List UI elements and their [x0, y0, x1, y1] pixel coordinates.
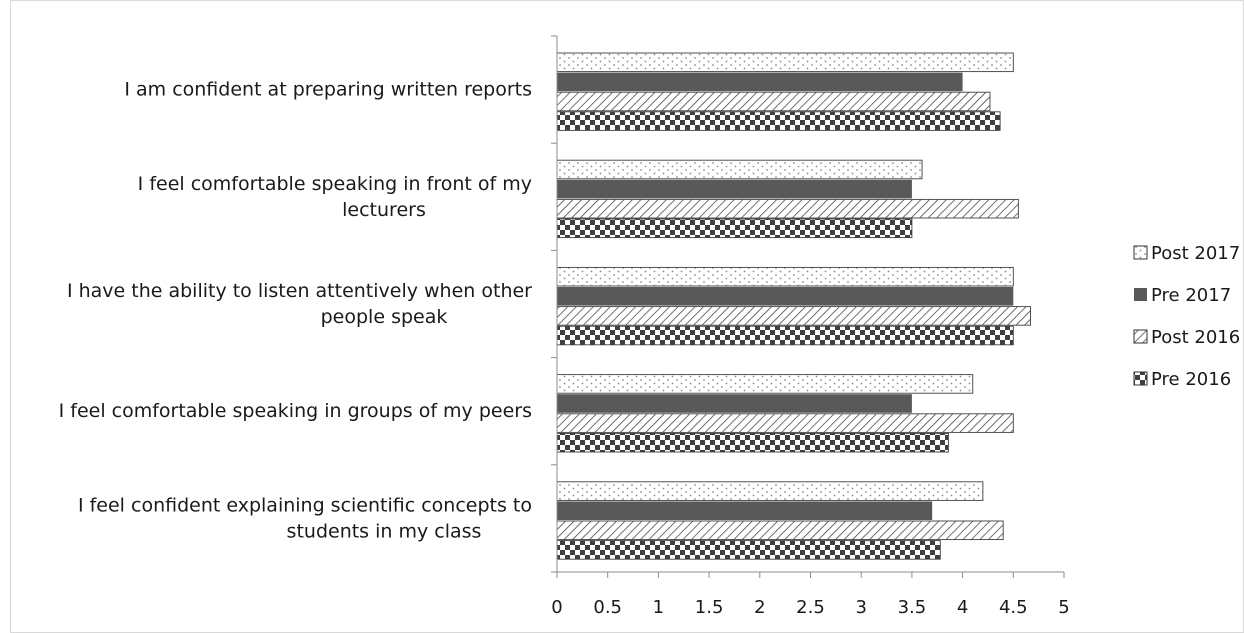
- x-tick-label: 2.5: [796, 597, 825, 618]
- bar-post-2016-2: [556, 198, 1019, 219]
- bar-pre-2016-2: [556, 218, 913, 239]
- bar-post-2017-1: [556, 52, 1014, 73]
- category-label-2: lecturers: [342, 199, 426, 221]
- legend-label-post-2017: Post 2017: [1151, 243, 1240, 264]
- bar-post-2016-1: [556, 91, 991, 112]
- bar-post-2016-4: [556, 413, 1014, 433]
- x-tick-label: 2: [754, 597, 765, 618]
- bar-post-2016-3: [556, 306, 1031, 326]
- labels-layer: 0 0.5 1 1.5 2 2.5 3 3.5 4 4.5 5 I am confident at p…: [59, 79, 1070, 618]
- bar-pre-2016-3: [556, 325, 1014, 346]
- legend-swatch-pre-2017: [1134, 288, 1147, 301]
- x-tick-label: 0: [551, 597, 562, 618]
- category-label-1: I am confident at preparing written repo…: [124, 79, 532, 101]
- bar-pre-2016-1: [556, 111, 1001, 131]
- category-label-2: I feel comfortable speaking in front of …: [138, 173, 532, 195]
- x-tick-label: 4: [957, 597, 968, 618]
- category-label-3: people speak: [321, 306, 448, 328]
- category-label-3: I have the ability to listen attentively…: [67, 280, 532, 302]
- x-tick-label: 3.5: [898, 597, 927, 618]
- bar-pre-2017-1: [557, 72, 963, 92]
- x-tick-label: 3: [855, 597, 866, 618]
- axes-layer: [551, 35, 1065, 578]
- x-tick-label: 0.5: [593, 597, 622, 618]
- legend-swatch-post-2017: [1133, 245, 1148, 260]
- category-label-5: I feel confident explaining scientific c…: [78, 494, 532, 516]
- x-tick-label: 1.5: [695, 597, 724, 618]
- bars-layer: [556, 52, 1031, 560]
- bar-post-2017-2: [556, 159, 923, 180]
- bar-pre-2016-5: [556, 540, 941, 560]
- legend: Post 2017 Pre 2017 Post 2016 Pre 2016: [1133, 243, 1240, 390]
- x-tick-label: 5: [1058, 597, 1069, 618]
- legend-label-pre-2017: Pre 2017: [1151, 285, 1231, 306]
- bar-post-2016-5: [556, 520, 1004, 541]
- category-label-4: I feel comfortable speaking in groups of…: [59, 400, 532, 422]
- bar-pre-2017-2: [557, 179, 912, 199]
- bar-pre-2017-3: [557, 287, 1014, 306]
- x-tick-label: 4.5: [999, 597, 1028, 618]
- bar-post-2017-4: [556, 374, 974, 394]
- bar-pre-2016-4: [556, 432, 949, 453]
- bar-pre-2017-5: [557, 501, 933, 520]
- legend-swatch-pre-2016: [1133, 371, 1148, 386]
- x-tick-label: 1: [653, 597, 664, 618]
- legend-label-post-2016: Post 2016: [1151, 327, 1240, 348]
- legend-label-pre-2016: Pre 2016: [1151, 369, 1231, 390]
- category-label-5: students in my class: [287, 520, 482, 542]
- bar-post-2017-5: [556, 481, 984, 501]
- legend-swatch-post-2016: [1133, 329, 1148, 344]
- bar-post-2017-3: [556, 266, 1014, 287]
- bar-pre-2017-4: [557, 394, 912, 413]
